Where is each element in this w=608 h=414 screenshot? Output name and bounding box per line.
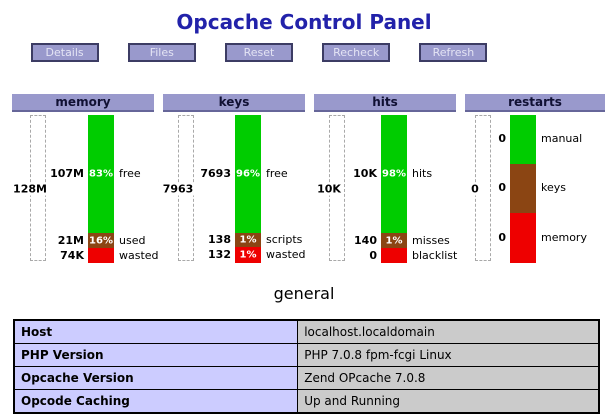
reset-button[interactable]: Reset <box>225 43 293 62</box>
red-bar-segment <box>510 212 536 263</box>
segment-percent: 1% <box>239 249 257 261</box>
toolbar-cell: Reset <box>210 43 307 62</box>
segment-value: 21M <box>57 233 84 247</box>
segment-value: 0 <box>498 132 506 146</box>
brown-bar-segment <box>235 233 261 247</box>
row-label: PHP Version <box>13 343 299 367</box>
table-row-host: Host localhost.localdomain <box>13 319 600 344</box>
segment-value: 132 <box>208 247 231 261</box>
row-value: Up and Running <box>297 389 600 414</box>
toolbar-cell: Recheck <box>308 43 405 62</box>
gauge-scale-total: 7963 <box>160 182 196 196</box>
segment-value: 0 <box>498 181 506 195</box>
gauges-row: memory 128M 107M 83% free 21M 16% used 74K wast… <box>11 94 608 263</box>
segment-label: wasted <box>119 248 159 262</box>
segment-label: hits <box>412 167 433 181</box>
segment-percent: 16% <box>89 235 113 247</box>
segment-value: 10K <box>353 167 377 181</box>
row-label: Opcode Caching <box>13 389 299 414</box>
gauge-keys: keys 7963 7693 96% free 138 1% scripts 132 1% wa… <box>160 94 306 263</box>
gauge-memory: memory 128M 107M 83% free 21M 16% used 74K wast… <box>11 94 159 263</box>
red-bar-segment <box>235 246 261 263</box>
toolbar: Details Files Reset Recheck Refresh <box>16 43 502 62</box>
recheck-button[interactable]: Recheck <box>322 43 391 62</box>
green-bar-segment <box>88 115 114 234</box>
green-bar-segment <box>381 115 407 234</box>
segment-value: 107M <box>50 167 84 181</box>
gauge-scale-total: 10K <box>315 182 343 196</box>
gauge-title: hits <box>314 94 456 112</box>
gauge-body: 128M 107M 83% free 21M 16% used 74K wasted <box>11 115 159 263</box>
general-heading: general <box>273 284 335 303</box>
gauge-title: restarts <box>465 94 605 112</box>
gauge-restarts: restarts 0 0 manual 0 keys 0 memory <box>465 94 605 263</box>
opcache-control-panel: Opcache Control Panel Details Files Rese… <box>0 10 608 414</box>
segment-label: misses <box>412 233 450 247</box>
gauge-scale-total: 128M <box>11 182 49 196</box>
table-row-opcode-caching: Opcode Caching Up and Running <box>13 389 600 414</box>
segment-percent: 98% <box>382 168 406 180</box>
table-row-php-version: PHP Version PHP 7.0.8 fpm-fcgi Linux <box>13 343 600 367</box>
row-value: localhost.localdomain <box>297 319 600 344</box>
segment-value: 0 <box>498 230 506 244</box>
gauge-bar <box>235 115 261 263</box>
gauge-hits: hits 10K 10K 98% hits 140 1% misses 0 blacklist <box>314 94 458 263</box>
gauge-title: keys <box>163 94 305 112</box>
segment-percent: 83% <box>89 168 113 180</box>
row-value: PHP 7.0.8 fpm-fcgi Linux <box>297 343 600 367</box>
files-button[interactable]: Files <box>127 43 196 62</box>
toolbar-cell: Files <box>113 43 210 62</box>
segment-value: 0 <box>369 248 377 262</box>
green-bar-segment <box>235 115 261 234</box>
gauge-body: 10K 10K 98% hits 140 1% misses 0 blacklist <box>314 115 458 263</box>
segment-value: 140 <box>354 233 377 247</box>
gauge-bar <box>381 115 407 263</box>
gauge-body: 7963 7693 96% free 138 1% scripts 132 1% wasted <box>160 115 306 263</box>
gauge-bar <box>510 115 536 263</box>
page-title: Opcache Control Panel <box>176 10 432 34</box>
toolbar-cell: Refresh <box>405 43 502 62</box>
gauge-body: 0 0 manual 0 keys 0 memory <box>465 115 605 263</box>
segment-value: 7693 <box>200 167 231 181</box>
segment-label: memory <box>541 230 587 244</box>
row-label: Opcache Version <box>13 366 299 390</box>
segment-label: blacklist <box>412 248 458 262</box>
gauge-scale-total: 0 <box>469 182 481 196</box>
refresh-button[interactable]: Refresh <box>419 43 488 62</box>
segment-value: 138 <box>208 233 231 247</box>
segment-label: keys <box>541 181 566 195</box>
gauge-title: memory <box>12 94 154 112</box>
segment-label: scripts <box>266 233 303 247</box>
brown-bar-segment <box>88 233 114 249</box>
segment-label: wasted <box>266 247 306 261</box>
green-bar-segment <box>510 115 536 164</box>
red-bar-segment <box>381 248 407 263</box>
details-button[interactable]: Details <box>30 43 99 62</box>
segment-label: used <box>119 233 146 247</box>
brown-bar-segment <box>510 163 536 213</box>
segment-label: manual <box>541 132 583 146</box>
table-row-opcache-version: Opcache Version Zend OPcache 7.0.8 <box>13 366 600 390</box>
row-value: Zend OPcache 7.0.8 <box>297 366 600 390</box>
segment-percent: 1% <box>239 234 257 246</box>
row-label: Host <box>13 319 299 344</box>
segment-percent: 96% <box>236 168 260 180</box>
segment-label: free <box>119 167 141 181</box>
segment-value: 74K <box>60 248 84 262</box>
brown-bar-segment <box>381 233 407 249</box>
toolbar-cell: Details <box>16 43 113 62</box>
gauge-bar <box>88 115 114 263</box>
segment-percent: 1% <box>385 235 403 247</box>
red-bar-segment <box>88 248 114 263</box>
segment-label: free <box>266 167 288 181</box>
